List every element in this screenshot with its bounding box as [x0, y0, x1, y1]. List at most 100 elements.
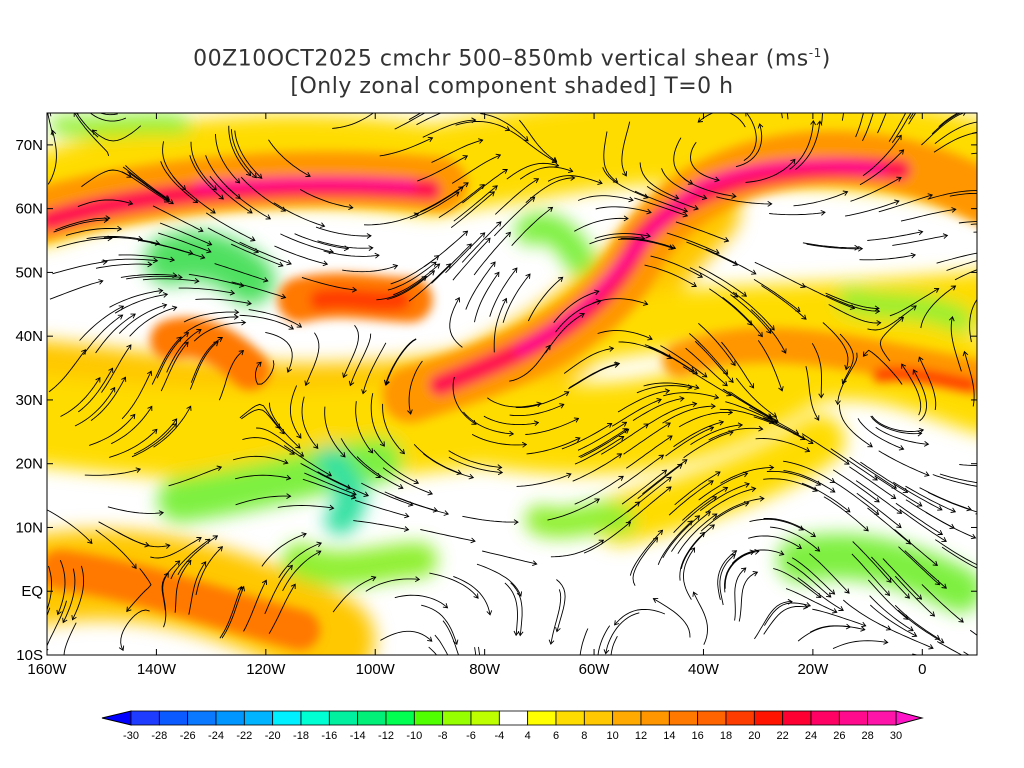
streamline — [304, 472, 357, 496]
streamline-arrow — [235, 193, 241, 199]
streamline-arrow — [523, 136, 529, 142]
streamline-arrow — [981, 119, 985, 124]
streamline-arrow — [668, 244, 674, 250]
colorbar-swatch — [782, 710, 812, 726]
streamline-arrow — [559, 403, 565, 409]
streamline — [248, 309, 302, 328]
colorbar-label: -28 — [151, 730, 167, 742]
colorbar-swatch — [130, 710, 160, 726]
streamline-arrow — [829, 589, 836, 595]
streamline — [550, 539, 604, 558]
streamline-arrow — [883, 639, 889, 645]
streamline-arrow — [286, 259, 292, 266]
streamline — [126, 568, 152, 612]
streamline — [901, 363, 922, 416]
streamline-arrow — [757, 331, 763, 338]
streamline-arrow — [287, 564, 293, 571]
colorbar-swatch — [583, 710, 614, 726]
streamline-arrow — [62, 617, 68, 624]
streamline-arrow — [108, 367, 114, 373]
streamline-arrow — [177, 274, 183, 280]
lon-label: 120W — [246, 661, 286, 678]
streamline-arrow — [564, 391, 570, 397]
streamline-arrow — [950, 285, 957, 291]
streamline — [431, 139, 483, 163]
streamline — [74, 113, 110, 157]
streamline — [712, 497, 764, 520]
streamline — [786, 561, 832, 598]
streamline-arrow — [970, 533, 977, 540]
streamline — [899, 509, 947, 542]
streamline-arrow — [210, 208, 216, 214]
streamline-arrow — [434, 263, 441, 269]
streamline-arrow — [147, 405, 153, 411]
streamline — [898, 546, 940, 586]
streamline-arrow — [1019, 164, 1024, 168]
streamline-arrow — [462, 155, 469, 161]
streamline — [92, 125, 142, 142]
streamline — [754, 261, 806, 288]
streamline-arrow — [905, 539, 912, 545]
streamline-arrow — [722, 486, 729, 492]
streamline-arrow — [241, 319, 247, 326]
colorbar-label: 20 — [748, 730, 760, 742]
streamline-arrow — [454, 296, 461, 303]
streamline-arrow — [815, 480, 822, 486]
streamline — [277, 505, 334, 509]
streamline-arrow — [105, 215, 111, 221]
streamline — [602, 167, 649, 199]
colorbar-label: 30 — [890, 730, 902, 742]
streamline — [639, 162, 679, 200]
streamline-arrow — [340, 452, 346, 458]
streamline-arrow — [966, 505, 972, 512]
streamline-arrow — [705, 511, 711, 517]
streamline — [261, 533, 307, 567]
streamline-arrow — [557, 276, 564, 282]
colorbar-label: 18 — [720, 730, 732, 742]
streamline-arrow — [414, 576, 421, 582]
streamline — [408, 113, 422, 121]
streamline — [60, 377, 101, 417]
streamline — [160, 341, 189, 392]
streamline — [783, 460, 835, 483]
colorbar-label: 6 — [553, 730, 559, 742]
streamline — [731, 549, 784, 564]
streamline — [623, 422, 671, 455]
streamline — [188, 561, 207, 615]
streamline-arrow — [502, 169, 508, 174]
streamline-arrow — [603, 649, 610, 655]
streamline-arrow — [771, 412, 778, 418]
streamline-arrow — [253, 248, 260, 254]
colorbar-swatch — [725, 710, 755, 726]
streamline-arrow — [186, 559, 192, 566]
streamline-arrow — [530, 196, 536, 202]
streamline — [614, 608, 666, 626]
plot-title-line2: [Only zonal component shaded] T=0 h — [290, 74, 734, 99]
streamline — [120, 274, 177, 278]
streamline-arrow — [463, 182, 469, 188]
streamline-arrow — [910, 252, 917, 259]
streamline — [867, 579, 909, 620]
streamline — [627, 476, 672, 513]
streamline — [138, 239, 193, 255]
streamline — [919, 487, 972, 511]
streamline-arrow — [618, 436, 625, 441]
streamline-arrow — [844, 459, 850, 465]
streamline — [913, 369, 927, 422]
streamline-arrow — [175, 560, 181, 566]
streamline-arrow — [251, 173, 257, 179]
streamline-arrow — [566, 472, 572, 479]
streamline-arrow — [901, 363, 907, 369]
streamline — [894, 575, 935, 617]
streamline-arrow — [445, 263, 452, 269]
colorbar-label: -14 — [350, 730, 366, 742]
streamline — [683, 547, 695, 600]
streamline-arrow — [470, 537, 476, 544]
lat-label: 40N — [15, 328, 43, 345]
streamline-arrow — [1012, 658, 1017, 662]
streamline-arrow — [798, 525, 805, 531]
streamline-arrow — [800, 282, 806, 288]
streamline — [769, 526, 820, 552]
streamline — [579, 628, 589, 655]
streamline-arrow — [838, 605, 844, 611]
